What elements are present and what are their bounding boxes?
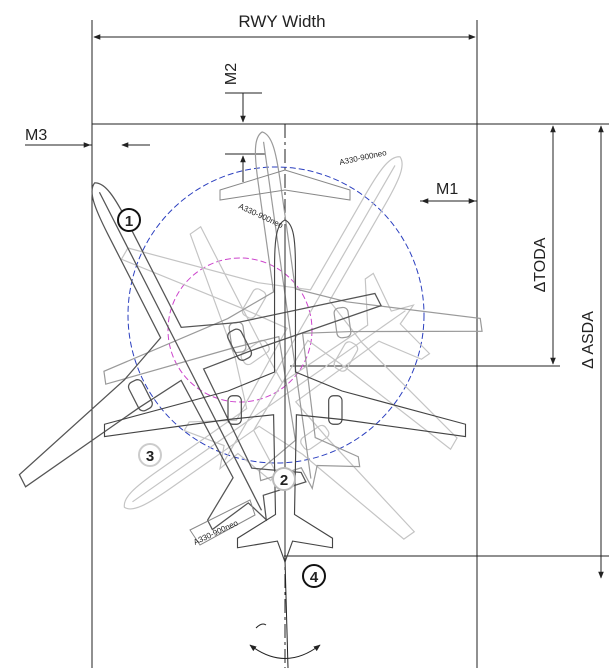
aircraft-text-2: A330-900neo bbox=[192, 518, 240, 547]
m3-label: M3 bbox=[25, 127, 47, 144]
aircraft-position-3 bbox=[18, 153, 521, 660]
aircraft-position-4 bbox=[104, 220, 465, 562]
rwy-width-label: RWY Width bbox=[238, 12, 325, 31]
delta-toda-label: ΔTODA bbox=[532, 237, 549, 292]
position-marker-4: 4 bbox=[303, 565, 325, 587]
aircraft-light-upper bbox=[55, 62, 564, 564]
rotation-mark bbox=[256, 624, 266, 628]
position-marker-3: 3 bbox=[139, 444, 161, 466]
svg-text:1: 1 bbox=[125, 213, 133, 230]
position-marker-1: 1 bbox=[118, 209, 140, 231]
m1-label: M1 bbox=[436, 181, 458, 198]
svg-text:4: 4 bbox=[310, 569, 319, 586]
svg-text:3: 3 bbox=[146, 448, 154, 465]
position-marker-2: 2 bbox=[273, 468, 295, 490]
svg-text:2: 2 bbox=[280, 472, 288, 489]
aircraft-text-3: A330-900neo bbox=[339, 148, 388, 167]
delta-asda-label: Δ ASDA bbox=[580, 311, 597, 369]
tail-fins bbox=[190, 170, 350, 545]
aircraft-position-2 bbox=[74, 106, 500, 515]
m2-label: M2 bbox=[223, 63, 240, 85]
